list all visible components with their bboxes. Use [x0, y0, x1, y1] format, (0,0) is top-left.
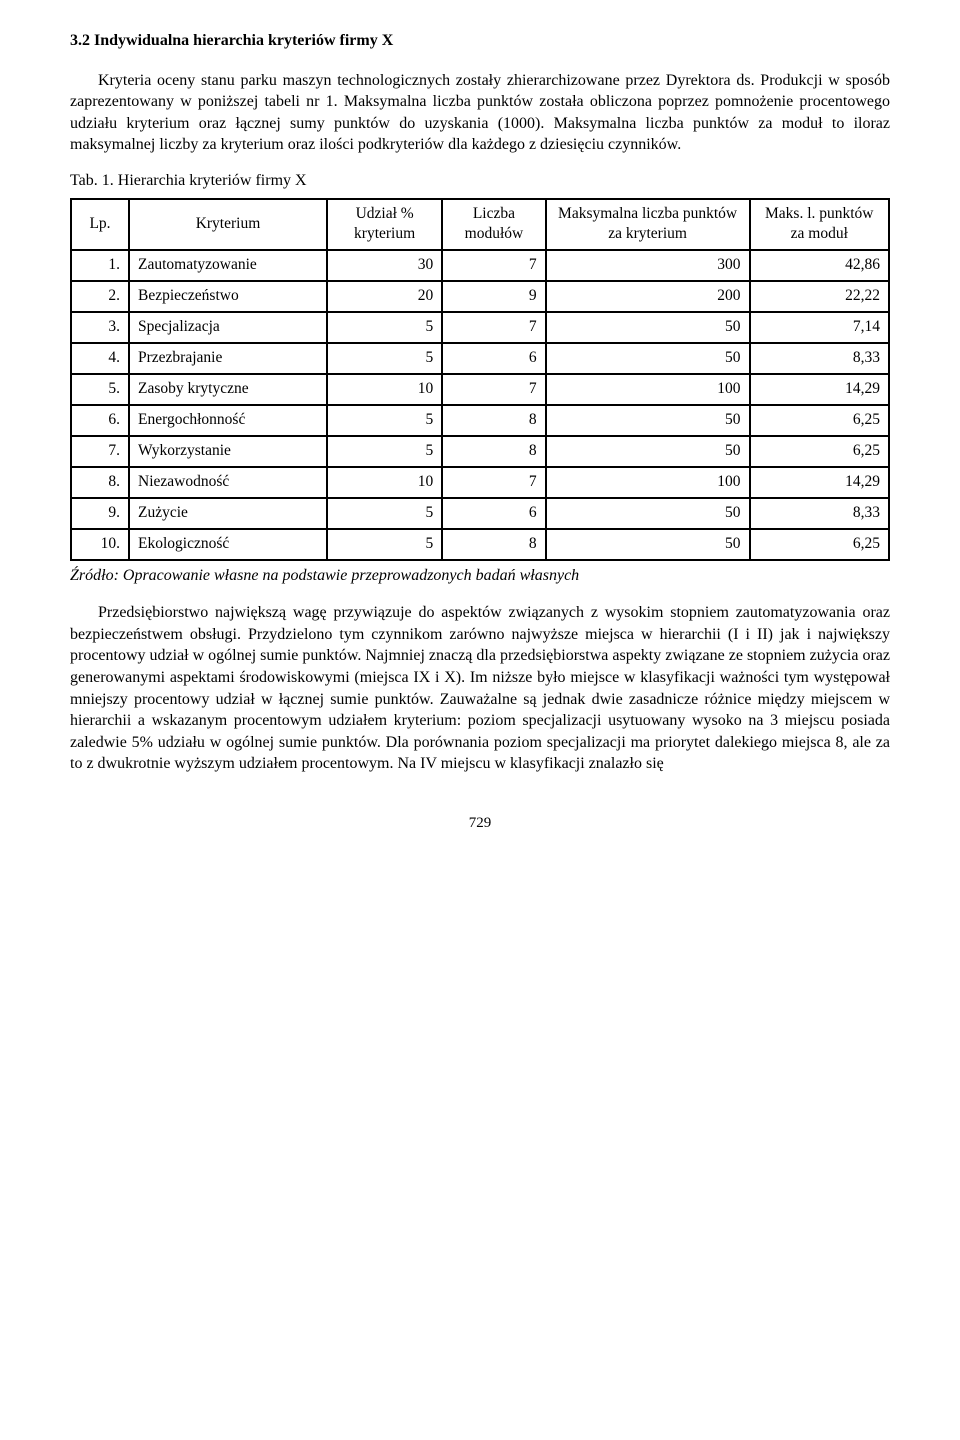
cell-name: Niezawodność	[129, 467, 327, 498]
cell-max-points: 100	[546, 467, 750, 498]
cell-lp: 1.	[71, 250, 129, 281]
table-row: 3.Specjalizacja57507,14	[71, 312, 889, 343]
cell-share: 5	[327, 498, 442, 529]
cell-max-points: 300	[546, 250, 750, 281]
cell-modules: 7	[442, 312, 545, 343]
cell-lp: 6.	[71, 405, 129, 436]
table-row: 5.Zasoby krytyczne10710014,29	[71, 374, 889, 405]
cell-lp: 8.	[71, 467, 129, 498]
cell-name: Bezpieczeństwo	[129, 281, 327, 312]
cell-max-per-module: 22,22	[750, 281, 889, 312]
table-row: 10.Ekologiczność58506,25	[71, 529, 889, 560]
cell-name: Ekologiczność	[129, 529, 327, 560]
cell-modules: 8	[442, 529, 545, 560]
table-caption: Tab. 1. Hierarchia kryteriów firmy X	[70, 170, 890, 192]
table-header-row: Lp. Kryterium Udział % kryterium Liczba …	[71, 199, 889, 251]
page-number: 729	[70, 813, 890, 833]
cell-max-per-module: 8,33	[750, 498, 889, 529]
cell-max-per-module: 6,25	[750, 529, 889, 560]
cell-max-per-module: 42,86	[750, 250, 889, 281]
intro-paragraph: Kryteria oceny stanu parku maszyn techno…	[70, 70, 890, 156]
col-criterion: Kryterium	[129, 199, 327, 251]
cell-max-points: 50	[546, 405, 750, 436]
cell-max-per-module: 8,33	[750, 343, 889, 374]
col-max-per-module: Maks. l. punktów za moduł	[750, 199, 889, 251]
cell-lp: 9.	[71, 498, 129, 529]
cell-modules: 9	[442, 281, 545, 312]
col-max-points: Maksymalna liczba punktów za kryterium	[546, 199, 750, 251]
body-paragraph: Przedsiębiorstwo największą wagę przywią…	[70, 602, 890, 775]
cell-share: 5	[327, 312, 442, 343]
table-row: 6.Energochłonność58506,25	[71, 405, 889, 436]
cell-max-points: 100	[546, 374, 750, 405]
cell-share: 10	[327, 467, 442, 498]
cell-max-per-module: 14,29	[750, 374, 889, 405]
cell-modules: 6	[442, 498, 545, 529]
cell-share: 20	[327, 281, 442, 312]
table-row: 8.Niezawodność10710014,29	[71, 467, 889, 498]
cell-lp: 4.	[71, 343, 129, 374]
cell-max-points: 50	[546, 436, 750, 467]
cell-lp: 2.	[71, 281, 129, 312]
hierarchy-table: Lp. Kryterium Udział % kryterium Liczba …	[70, 198, 890, 561]
cell-max-per-module: 7,14	[750, 312, 889, 343]
cell-max-points: 50	[546, 312, 750, 343]
table-row: 9.Zużycie56508,33	[71, 498, 889, 529]
col-lp: Lp.	[71, 199, 129, 251]
cell-name: Zużycie	[129, 498, 327, 529]
cell-share: 5	[327, 343, 442, 374]
cell-max-per-module: 14,29	[750, 467, 889, 498]
cell-share: 5	[327, 436, 442, 467]
col-share: Udział % kryterium	[327, 199, 442, 251]
cell-modules: 6	[442, 343, 545, 374]
cell-modules: 7	[442, 467, 545, 498]
cell-name: Energochłonność	[129, 405, 327, 436]
cell-lp: 7.	[71, 436, 129, 467]
cell-max-points: 50	[546, 529, 750, 560]
cell-share: 5	[327, 529, 442, 560]
cell-max-points: 50	[546, 343, 750, 374]
cell-max-per-module: 6,25	[750, 405, 889, 436]
cell-share: 10	[327, 374, 442, 405]
cell-max-points: 200	[546, 281, 750, 312]
col-modules: Liczba modułów	[442, 199, 545, 251]
cell-name: Przezbrajanie	[129, 343, 327, 374]
cell-lp: 10.	[71, 529, 129, 560]
cell-share: 5	[327, 405, 442, 436]
table-row: 1.Zautomatyzowanie30730042,86	[71, 250, 889, 281]
table-row: 2.Bezpieczeństwo20920022,22	[71, 281, 889, 312]
cell-name: Specjalizacja	[129, 312, 327, 343]
cell-max-per-module: 6,25	[750, 436, 889, 467]
cell-max-points: 50	[546, 498, 750, 529]
cell-name: Zasoby krytyczne	[129, 374, 327, 405]
cell-modules: 8	[442, 405, 545, 436]
section-heading: 3.2 Indywidualna hierarchia kryteriów fi…	[70, 30, 890, 52]
table-source: Źródło: Opracowanie własne na podstawie …	[70, 565, 890, 587]
cell-modules: 7	[442, 250, 545, 281]
cell-name: Zautomatyzowanie	[129, 250, 327, 281]
cell-modules: 8	[442, 436, 545, 467]
table-row: 7.Wykorzystanie58506,25	[71, 436, 889, 467]
cell-modules: 7	[442, 374, 545, 405]
cell-share: 30	[327, 250, 442, 281]
cell-lp: 5.	[71, 374, 129, 405]
cell-lp: 3.	[71, 312, 129, 343]
cell-name: Wykorzystanie	[129, 436, 327, 467]
table-row: 4.Przezbrajanie56508,33	[71, 343, 889, 374]
